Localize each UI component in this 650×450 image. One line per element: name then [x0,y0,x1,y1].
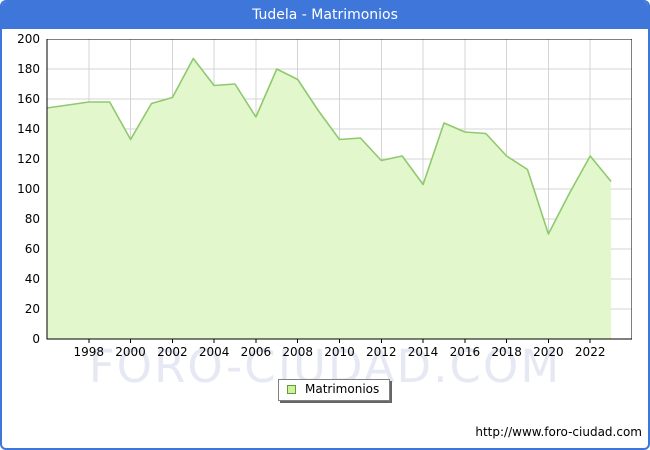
x-axis-tick-label: 2014 [407,345,439,359]
y-axis-tick-label: 180 [17,62,40,76]
x-axis-tick-label: 2004 [198,345,230,359]
legend-matrimonios[interactable]: Matrimonios [278,379,391,401]
x-axis-tick-label: 2006 [240,345,272,359]
x-axis-tick-label: 1998 [73,345,105,359]
y-axis-tick-label: 200 [17,32,40,46]
legend-swatch-icon [287,385,296,394]
area-chart-svg [46,39,632,343]
y-axis-tick-label: 80 [24,212,40,226]
x-axis-tick-label: 2000 [115,345,146,359]
y-axis-tick-label: 160 [17,92,40,106]
y-axis-tick-label: 20 [24,302,40,316]
matrimonios-line-series [46,57,612,235]
title-bar: Tudela - Matrimonios [2,2,648,29]
y-axis-tick-label: 40 [24,272,40,286]
x-axis-tick-label: 2018 [491,345,522,359]
y-axis-tick-label: 100 [17,182,40,196]
x-axis-tick-label: 2012 [366,345,397,359]
x-axis-tick-label: 2008 [282,345,313,359]
x-axis-tick-label: 2002 [157,345,188,359]
x-axis-tick-label: 2020 [533,345,564,359]
x-axis-tick-label: 2010 [324,345,355,359]
y-axis-tick-label: 0 [32,332,40,346]
x-axis-tick-label: 2016 [449,345,481,359]
matrimonios-area-series [47,58,612,339]
y-axis-tick-label: 120 [17,152,40,166]
legend-label: Matrimonios [305,382,380,396]
footer-url-link[interactable]: http://www.foro-ciudad.com [475,425,642,439]
y-axis-tick-label: 60 [24,242,40,256]
chart-title: Tudela - Matrimonios [252,7,398,23]
y-axis-tick-label: 140 [17,122,40,136]
x-axis-tick-label: 2022 [574,345,606,359]
